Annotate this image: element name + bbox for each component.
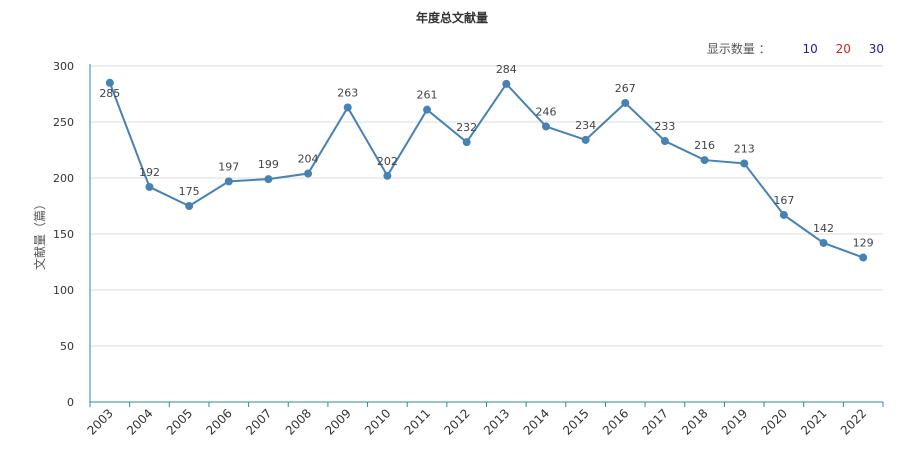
- data-point: [423, 105, 432, 114]
- data-point: [343, 103, 352, 112]
- data-label: 285: [99, 87, 120, 100]
- data-point: [541, 122, 550, 131]
- data-label: 233: [654, 120, 675, 133]
- display-count-option-30[interactable]: 30: [868, 42, 884, 56]
- x-tick-label: 2014: [521, 406, 552, 437]
- x-tick-label: 2015: [560, 406, 591, 437]
- y-tick-label: 0: [67, 396, 74, 409]
- data-point: [304, 169, 313, 178]
- data-point: [660, 137, 669, 146]
- y-tick-label: 150: [53, 228, 74, 241]
- x-tick-label: 2009: [322, 406, 353, 437]
- x-tick-label: 2016: [600, 406, 631, 437]
- data-label: 175: [179, 185, 200, 198]
- data-label: 204: [298, 153, 319, 166]
- data-label: 232: [456, 121, 477, 134]
- data-point: [105, 78, 114, 87]
- data-label: 246: [535, 105, 556, 118]
- data-label: 263: [337, 86, 358, 99]
- x-tick-label: 2006: [203, 406, 234, 437]
- x-tick-label: 2019: [719, 406, 750, 437]
- x-tick-label: 2003: [84, 406, 115, 437]
- data-label: 199: [258, 158, 279, 171]
- series-line: [108, 82, 864, 259]
- x-tick-label: 2010: [362, 406, 393, 437]
- data-point: [621, 98, 630, 107]
- y-axis-title: 文献量（篇）: [32, 198, 47, 270]
- data-point: [859, 253, 868, 262]
- x-tick-label: 2018: [679, 406, 710, 437]
- y-tick-label: 200: [53, 172, 74, 185]
- data-point: [224, 177, 233, 186]
- x-tick-label: 2021: [798, 406, 829, 437]
- data-label: 192: [139, 166, 160, 179]
- display-count-option-10[interactable]: 10: [802, 42, 818, 56]
- y-tick-label: 100: [53, 284, 74, 297]
- data-point: [819, 238, 828, 247]
- data-label: 197: [218, 160, 239, 173]
- data-point: [185, 202, 194, 210]
- data-label: 216: [694, 139, 715, 152]
- data-label: 267: [615, 82, 636, 95]
- data-label: 142: [813, 222, 834, 235]
- x-tick-label: 2013: [481, 406, 512, 437]
- y-tick-label: 50: [60, 340, 74, 353]
- data-label: 213: [734, 142, 755, 155]
- data-label: 129: [853, 237, 874, 250]
- x-tick-label: 2022: [838, 406, 869, 437]
- data-label: 284: [496, 63, 517, 76]
- x-tick-label: 2007: [243, 406, 274, 437]
- display-count-control: 显示数量 ： 10 20 30: [707, 40, 884, 57]
- data-label: 234: [575, 119, 596, 132]
- data-point: [581, 135, 590, 144]
- x-tick-label: 2005: [164, 406, 195, 437]
- x-tick-label: 2012: [441, 406, 472, 437]
- data-label: 167: [773, 194, 794, 207]
- data-point: [145, 182, 154, 191]
- data-point: [502, 79, 511, 88]
- data-point: [462, 138, 471, 147]
- display-count-option-20[interactable]: 20: [835, 42, 851, 56]
- y-tick-label: 300: [53, 60, 74, 73]
- x-tick-label: 2008: [283, 406, 314, 437]
- display-count-label: 显示数量 ：: [706, 42, 771, 56]
- x-tick-label: 2004: [124, 406, 155, 437]
- data-label: 261: [417, 89, 438, 102]
- data-point: [383, 171, 392, 180]
- x-tick-label: 2011: [402, 406, 433, 437]
- data-point: [264, 175, 273, 184]
- y-tick-label: 250: [53, 116, 74, 129]
- data-point: [700, 156, 709, 165]
- x-tick-label: 2020: [758, 406, 789, 437]
- data-label: 202: [377, 155, 398, 168]
- x-tick-label: 2017: [640, 406, 671, 437]
- chart-title: 年度总文献量: [415, 11, 488, 25]
- data-point: [740, 159, 749, 168]
- data-point: [779, 210, 788, 219]
